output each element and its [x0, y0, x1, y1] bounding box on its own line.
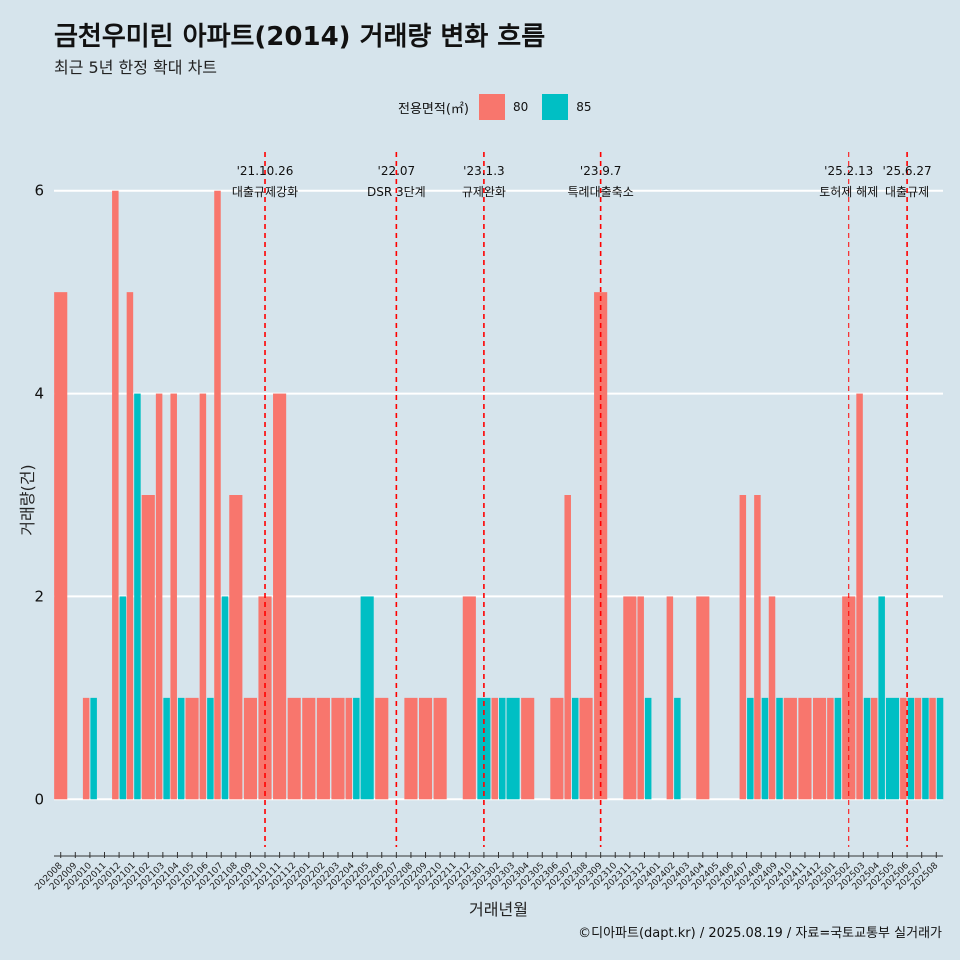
source-caption: ©디아파트(dapt.kr) / 2025.08.19 / 자료=국토교통부 실… [578, 926, 942, 941]
event-date-label: '22.07 [378, 164, 416, 178]
bar-85 [885, 697, 900, 800]
bar-80 [155, 393, 163, 800]
bar-80 [564, 495, 571, 800]
bar-85 [878, 596, 885, 800]
bar-85 [936, 697, 944, 800]
bar-85 [163, 697, 170, 800]
y-tick-label: 6 [34, 182, 44, 200]
legend-swatch-85 [542, 94, 569, 120]
bar-80 [798, 697, 812, 800]
bar-80 [185, 697, 199, 800]
bar-80 [214, 190, 221, 800]
legend: 전용면적(㎡) 80 85 [398, 93, 606, 121]
y-tick-label: 4 [34, 385, 44, 403]
event-name-label: 규제완화 [462, 185, 506, 199]
event-name-label: 특례대출축소 [568, 185, 634, 199]
bar-85 [177, 697, 185, 800]
bar-80 [666, 596, 674, 800]
event-date-label: '21.10.26 [237, 164, 294, 178]
bar-80 [302, 697, 316, 800]
bar-80 [418, 697, 433, 800]
event-name-label: 대출규제강화 [232, 185, 298, 199]
bar-80 [739, 495, 747, 800]
y-tick-label: 0 [34, 790, 44, 808]
bar-80 [521, 697, 535, 800]
bar-80 [827, 697, 834, 800]
y-tick-label: 2 [34, 587, 44, 605]
bar-80 [623, 596, 637, 800]
bar-85 [353, 697, 360, 800]
bar-85 [207, 697, 214, 800]
bar-80 [404, 697, 418, 800]
event-name-label: DSR 3단계 [367, 185, 426, 199]
bar-80 [842, 596, 856, 800]
bar-80 [375, 697, 389, 800]
bar-80 [579, 697, 593, 800]
bar-80 [870, 697, 878, 800]
bar-80 [812, 697, 827, 800]
legend-title: 전용면적(㎡) [398, 101, 469, 117]
bar-80 [345, 697, 353, 800]
bar-85 [134, 393, 141, 800]
bar-80 [287, 697, 301, 800]
bar-80 [229, 495, 243, 800]
event-date-label: '25.6.27 [883, 164, 932, 178]
x-axis-title: 거래년월 [469, 900, 528, 919]
bar-80 [550, 697, 564, 800]
bar-85 [506, 697, 520, 800]
chart-title: 금천우미린 아파트(2014) 거래량 변화 흐름 [54, 22, 546, 52]
event-date-label: '23.9.7 [580, 164, 621, 178]
chart-subtitle: 최근 5년 한정 확대 차트 [54, 58, 218, 77]
bar-85 [360, 596, 374, 800]
bar-85 [90, 697, 97, 800]
bar-80 [900, 697, 907, 800]
event-date-label: '25.2.13 [824, 164, 873, 178]
bar-85 [907, 697, 915, 800]
bar-80 [273, 393, 287, 800]
bar-80 [331, 697, 345, 800]
bar-85 [499, 697, 506, 800]
bar-80 [54, 292, 68, 800]
bar-80 [491, 697, 498, 800]
bar-85 [863, 697, 871, 800]
bar-85 [571, 697, 579, 800]
bar-85 [776, 697, 783, 800]
bar-80 [199, 393, 207, 800]
bar-85 [761, 697, 769, 800]
bar-80 [929, 697, 936, 800]
bar-85 [221, 596, 229, 800]
bar-80 [783, 697, 797, 800]
bar-85 [644, 697, 652, 800]
bar-80 [316, 697, 330, 800]
bar-85 [674, 697, 681, 800]
bar-85 [119, 596, 127, 800]
legend-label-85: 85 [576, 100, 592, 114]
bar-80 [768, 596, 776, 800]
bar-80 [696, 596, 710, 800]
y-axis-title: 거래량(건) [18, 464, 37, 535]
bar-85 [834, 697, 842, 800]
event-date-label: '23.1.3 [463, 164, 504, 178]
bar-80 [433, 697, 447, 800]
bar-80 [112, 190, 119, 800]
bar-80 [594, 292, 608, 800]
bar-80 [126, 292, 134, 800]
bar-85 [922, 697, 929, 800]
bar-80 [637, 596, 644, 800]
bar-80 [141, 495, 155, 800]
bar-80 [462, 596, 476, 800]
legend-label-80: 80 [512, 100, 529, 114]
event-name-label: 대출규제 [885, 185, 929, 199]
bar-80 [82, 697, 90, 800]
bar-80 [856, 393, 863, 800]
bar-80 [258, 596, 272, 800]
legend-swatch-80 [478, 94, 505, 120]
event-name-label: 토허제 해제 [819, 185, 878, 199]
bar-80 [243, 697, 257, 800]
bar-80 [754, 495, 761, 800]
bar-85 [747, 697, 754, 800]
bar-80 [914, 697, 922, 800]
bar-80 [170, 393, 177, 800]
